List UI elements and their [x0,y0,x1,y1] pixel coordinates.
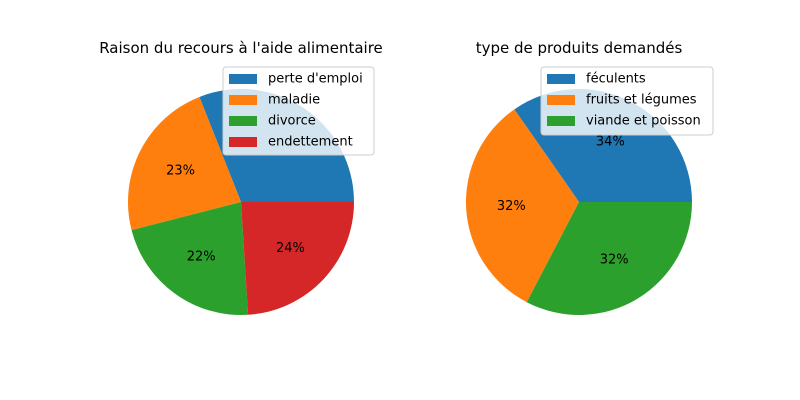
legend-swatch-fruits-et-legumes [547,95,575,105]
legend-swatch-feculents [547,74,575,84]
legend-frame [222,66,375,156]
chart-title: type de produits demandés [476,39,683,57]
pie-slice-viande-et-poisson [526,202,693,316]
legend-swatch-maladie [229,95,257,105]
chart-title: Raison du recours à l'aide alimentaire [99,39,383,57]
legend-label-divorce: divorce [268,114,316,129]
legend-swatch-endettement [229,137,257,147]
chart-legend: perte d'emploi maladie divorce endettement [222,66,375,156]
pie-slice-endettement [241,202,354,315]
pie-pct-label-maladie: 23% [166,164,195,179]
pie-chart-produits: 34% 32% 32% type de produits demandés fécule… [465,39,714,316]
legend-label-feculents: féculents [586,72,646,87]
pie-slice-divorce [131,202,249,316]
pie-chart-recours: 23% 22% 24% Raison du recours à l'aide alim… [99,39,383,316]
legend-label-perte-d-emploi: perte d'emploi [268,72,363,87]
legend-label-fruits-et-legumes: fruits et légumes [586,93,697,108]
pie-pct-label-divorce: 22% [187,249,216,264]
pie-pct-label-endettement: 24% [276,241,305,256]
legend-swatch-viande-et-poisson [547,116,575,126]
pie-slice-maladie [128,96,241,231]
legend-label-endettement: endettement [268,135,353,150]
legend-frame [540,66,714,136]
legend-label-viande-et-poisson: viande et poisson [586,114,701,129]
pie-slice-fruits-et-legumes [465,109,579,303]
pie-pct-label-fruits-et-legumes: 32% [497,199,526,214]
chart-legend: féculents fruits et légumes viande et pois… [540,66,714,136]
pie-pct-label-viande-et-poisson: 32% [600,252,629,267]
legend-label-maladie: maladie [268,93,320,108]
legend-swatch-perte-d-emploi [229,74,257,84]
pie-pct-label-feculents: 34% [596,134,625,149]
legend-swatch-divorce [229,116,257,126]
